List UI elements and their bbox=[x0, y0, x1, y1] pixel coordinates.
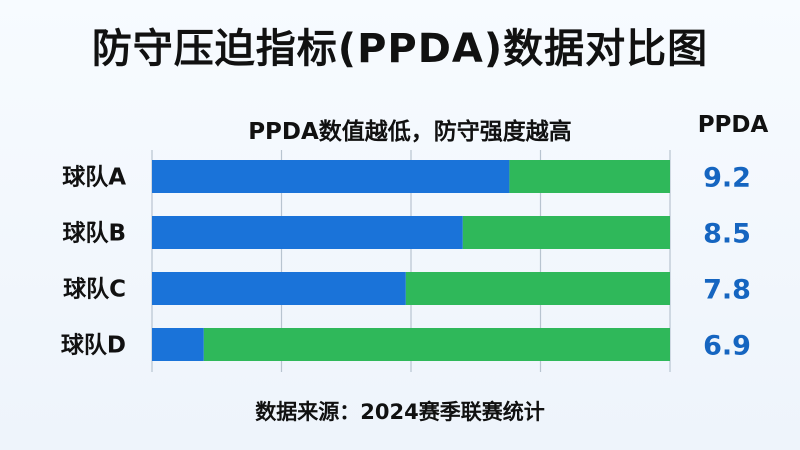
bar-segment-green bbox=[405, 272, 670, 305]
chart-subtitle: PPDA数值越低，防守强度越高 bbox=[248, 119, 572, 145]
ppda-value-label: 9.2 bbox=[703, 163, 751, 194]
bar-segment-green bbox=[203, 328, 671, 361]
ppda-value-label: 6.9 bbox=[703, 331, 751, 362]
bar-segment-blue bbox=[152, 272, 406, 305]
chart-title: 防守压迫指标(PPDA)数据对比图 bbox=[91, 26, 709, 72]
team-label: 球队A bbox=[62, 165, 126, 191]
data-source-note: 数据来源：2024赛季联赛统计 bbox=[255, 400, 545, 424]
bar-segment-blue bbox=[152, 216, 463, 249]
bar-segment-blue bbox=[152, 328, 204, 361]
team-label: 球队B bbox=[62, 221, 126, 247]
ppda-value-label: 7.8 bbox=[703, 275, 751, 306]
bar-segment-green bbox=[462, 216, 670, 249]
value-column-header: PPDA bbox=[697, 112, 769, 138]
ppda-value-label: 8.5 bbox=[703, 219, 751, 250]
bar-segment-blue bbox=[152, 160, 510, 193]
bar-segment-green bbox=[509, 160, 670, 193]
team-label: 球队C bbox=[63, 277, 126, 303]
team-label: 球队D bbox=[61, 333, 126, 359]
